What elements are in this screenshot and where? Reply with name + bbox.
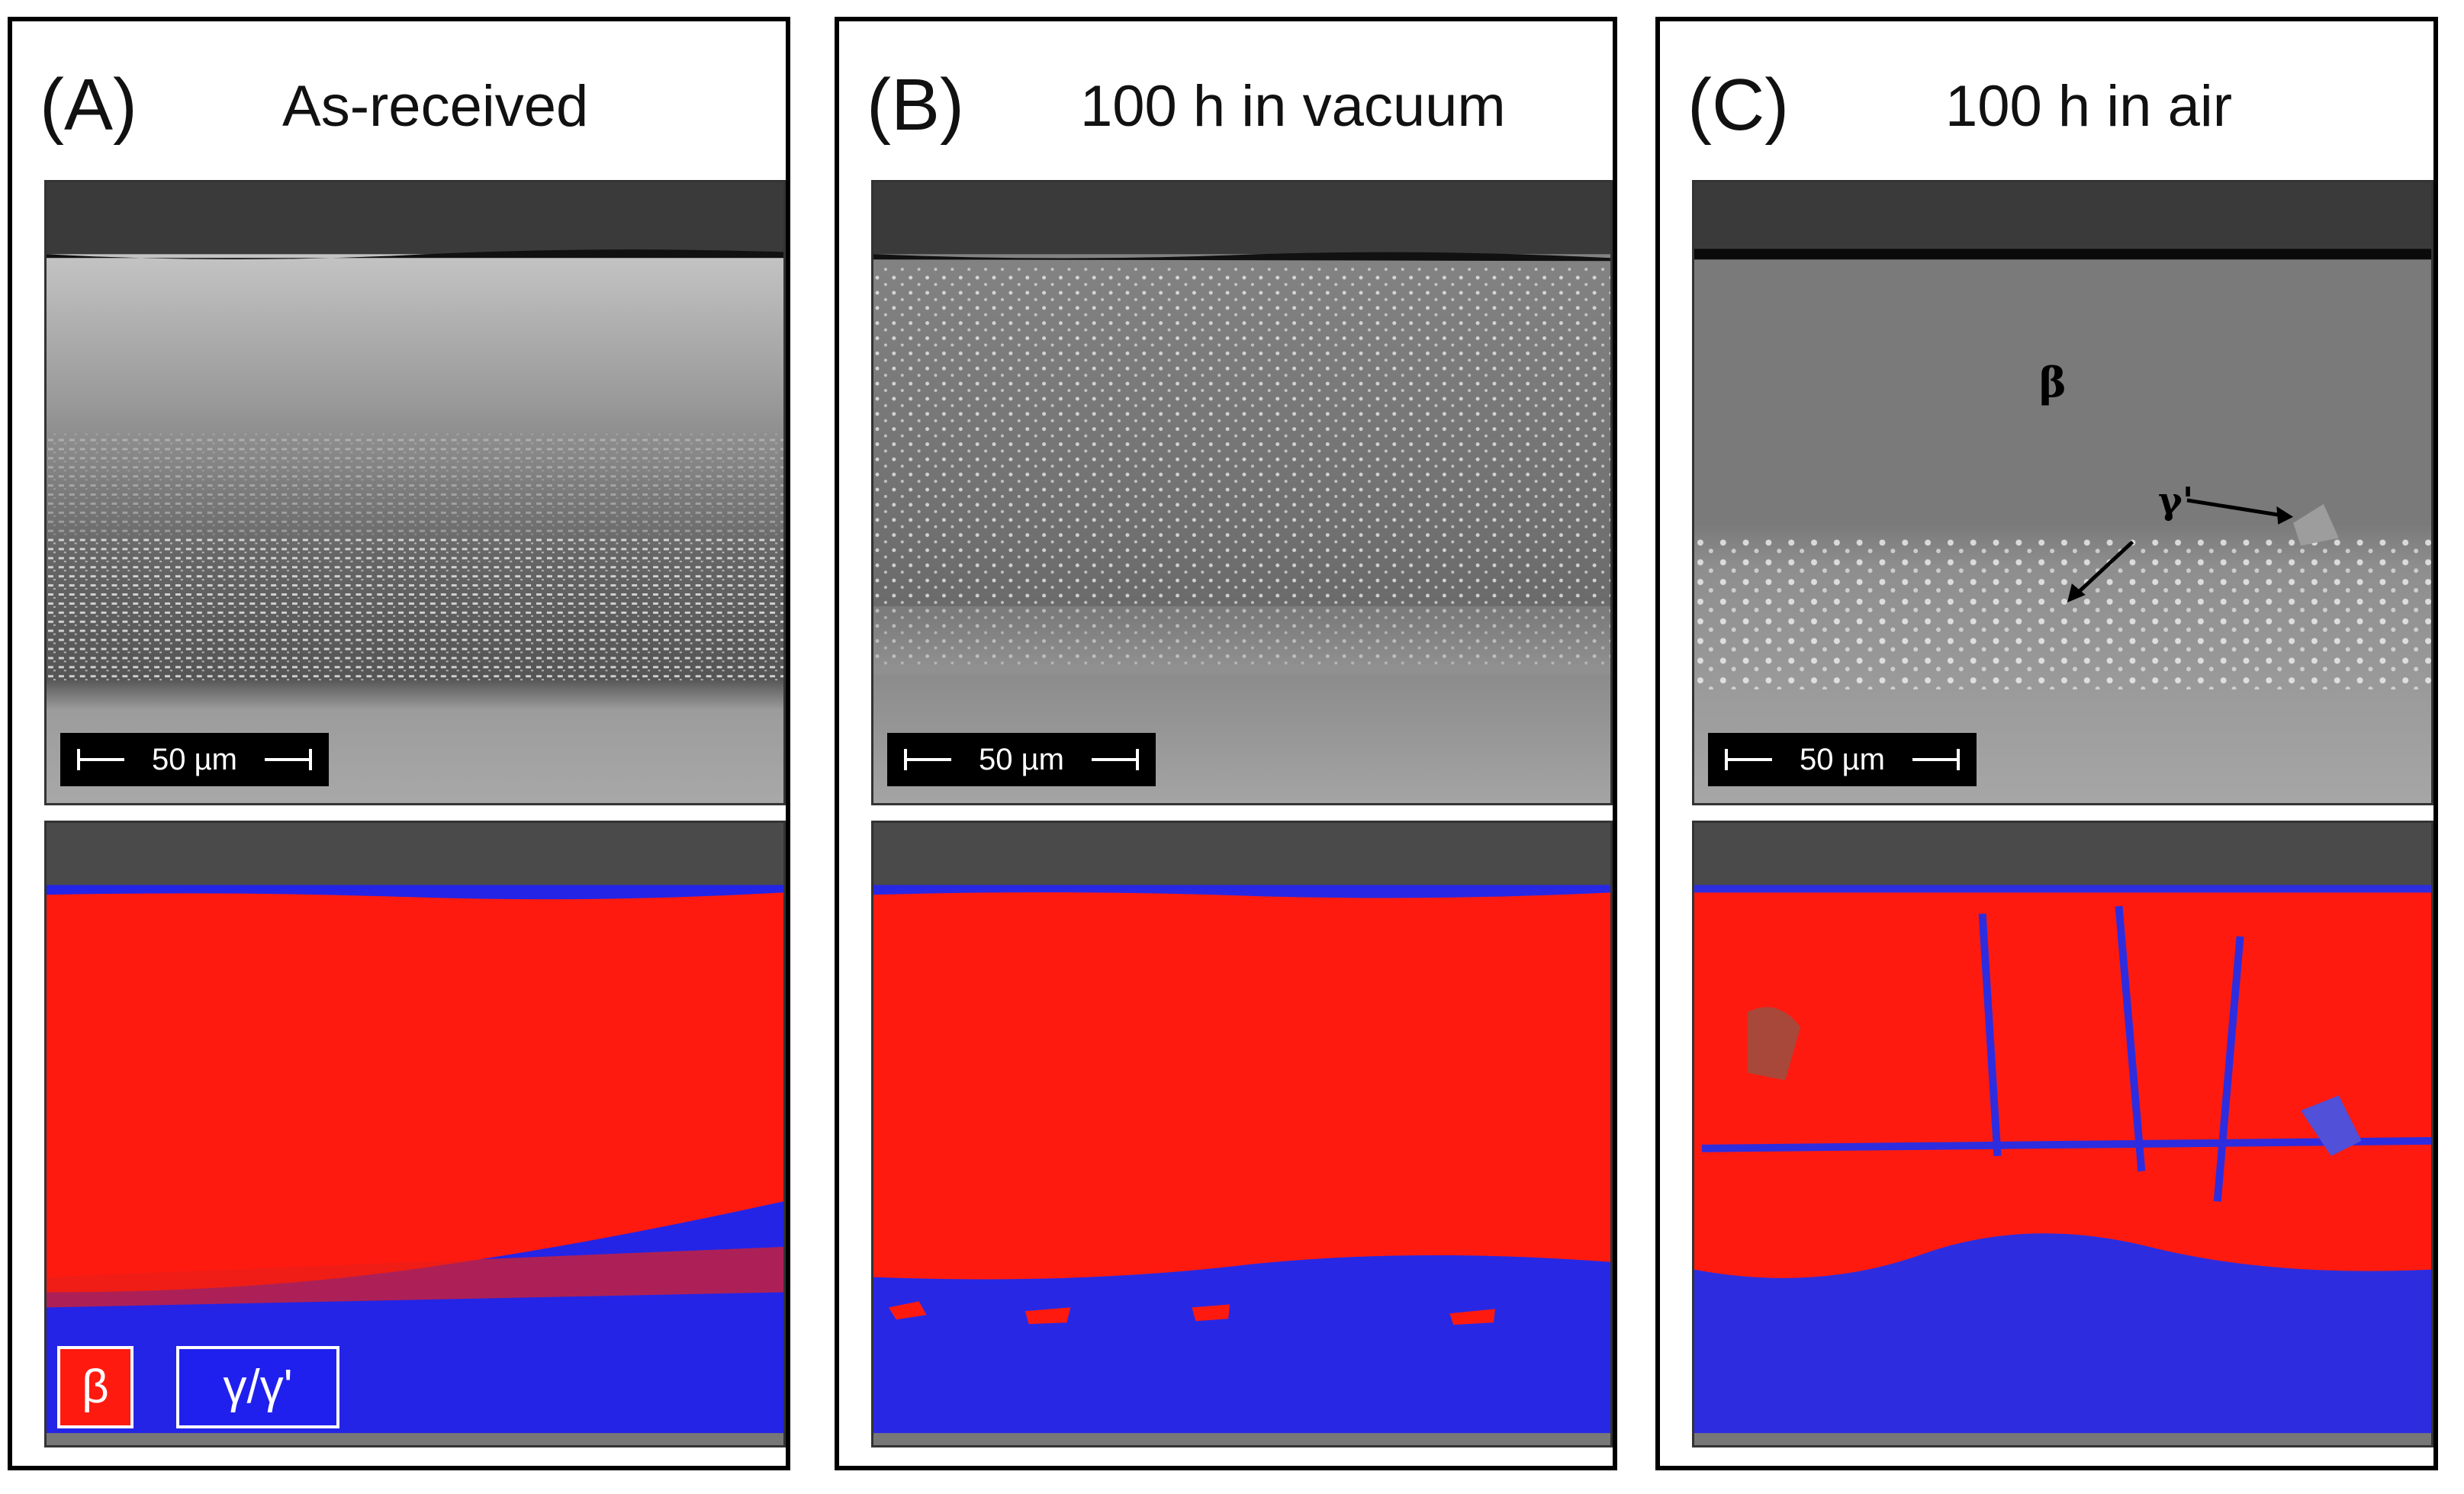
panel-letter: (A): [40, 64, 137, 146]
sem-image-c: [1694, 182, 2431, 803]
phase-map: [871, 821, 1613, 1447]
scale-bar: 50 µm: [887, 733, 1156, 786]
legend-beta: β: [57, 1346, 133, 1428]
panel-title: 100 h in air: [1945, 74, 2233, 139]
scale-bar-label: 50 µm: [152, 743, 237, 776]
sem-image-a: [47, 182, 783, 803]
panel-b: (B) 100 h in vacuum 50 µm: [835, 17, 1617, 1470]
scale-bar-label: 50 µm: [979, 743, 1064, 776]
panel-title: As-received: [282, 74, 589, 139]
sem-image-b: [873, 182, 1610, 803]
panel-title: 100 h in vacuum: [1080, 74, 1506, 139]
beta-annotation: β: [2039, 358, 2067, 406]
phase-map-image-b: [873, 823, 1610, 1445]
sem-micrograph: 50 µm: [871, 180, 1613, 805]
phase-map-image-a: [47, 823, 783, 1445]
scale-bar: 50 µm: [1708, 733, 1977, 786]
phase-map-image-c: [1694, 823, 2431, 1445]
panel-c: (C) 100 h in air β γ': [1655, 17, 2438, 1470]
scale-bar: 50 µm: [60, 733, 329, 786]
legend-gamma: γ/γ': [176, 1346, 339, 1428]
panel-letter: (C): [1687, 64, 1790, 146]
gamma-prime-annotation: γ': [2158, 480, 2194, 522]
panel-letter: (B): [867, 64, 964, 146]
sem-micrograph: β γ' 50 µm: [1692, 180, 2433, 805]
phase-map: β γ/γ': [44, 821, 786, 1447]
scale-bar-label: 50 µm: [1800, 743, 1885, 776]
panel-a: (A) As-received 50 µm: [8, 17, 790, 1470]
phase-map: [1692, 821, 2433, 1447]
sem-micrograph: 50 µm: [44, 180, 786, 805]
